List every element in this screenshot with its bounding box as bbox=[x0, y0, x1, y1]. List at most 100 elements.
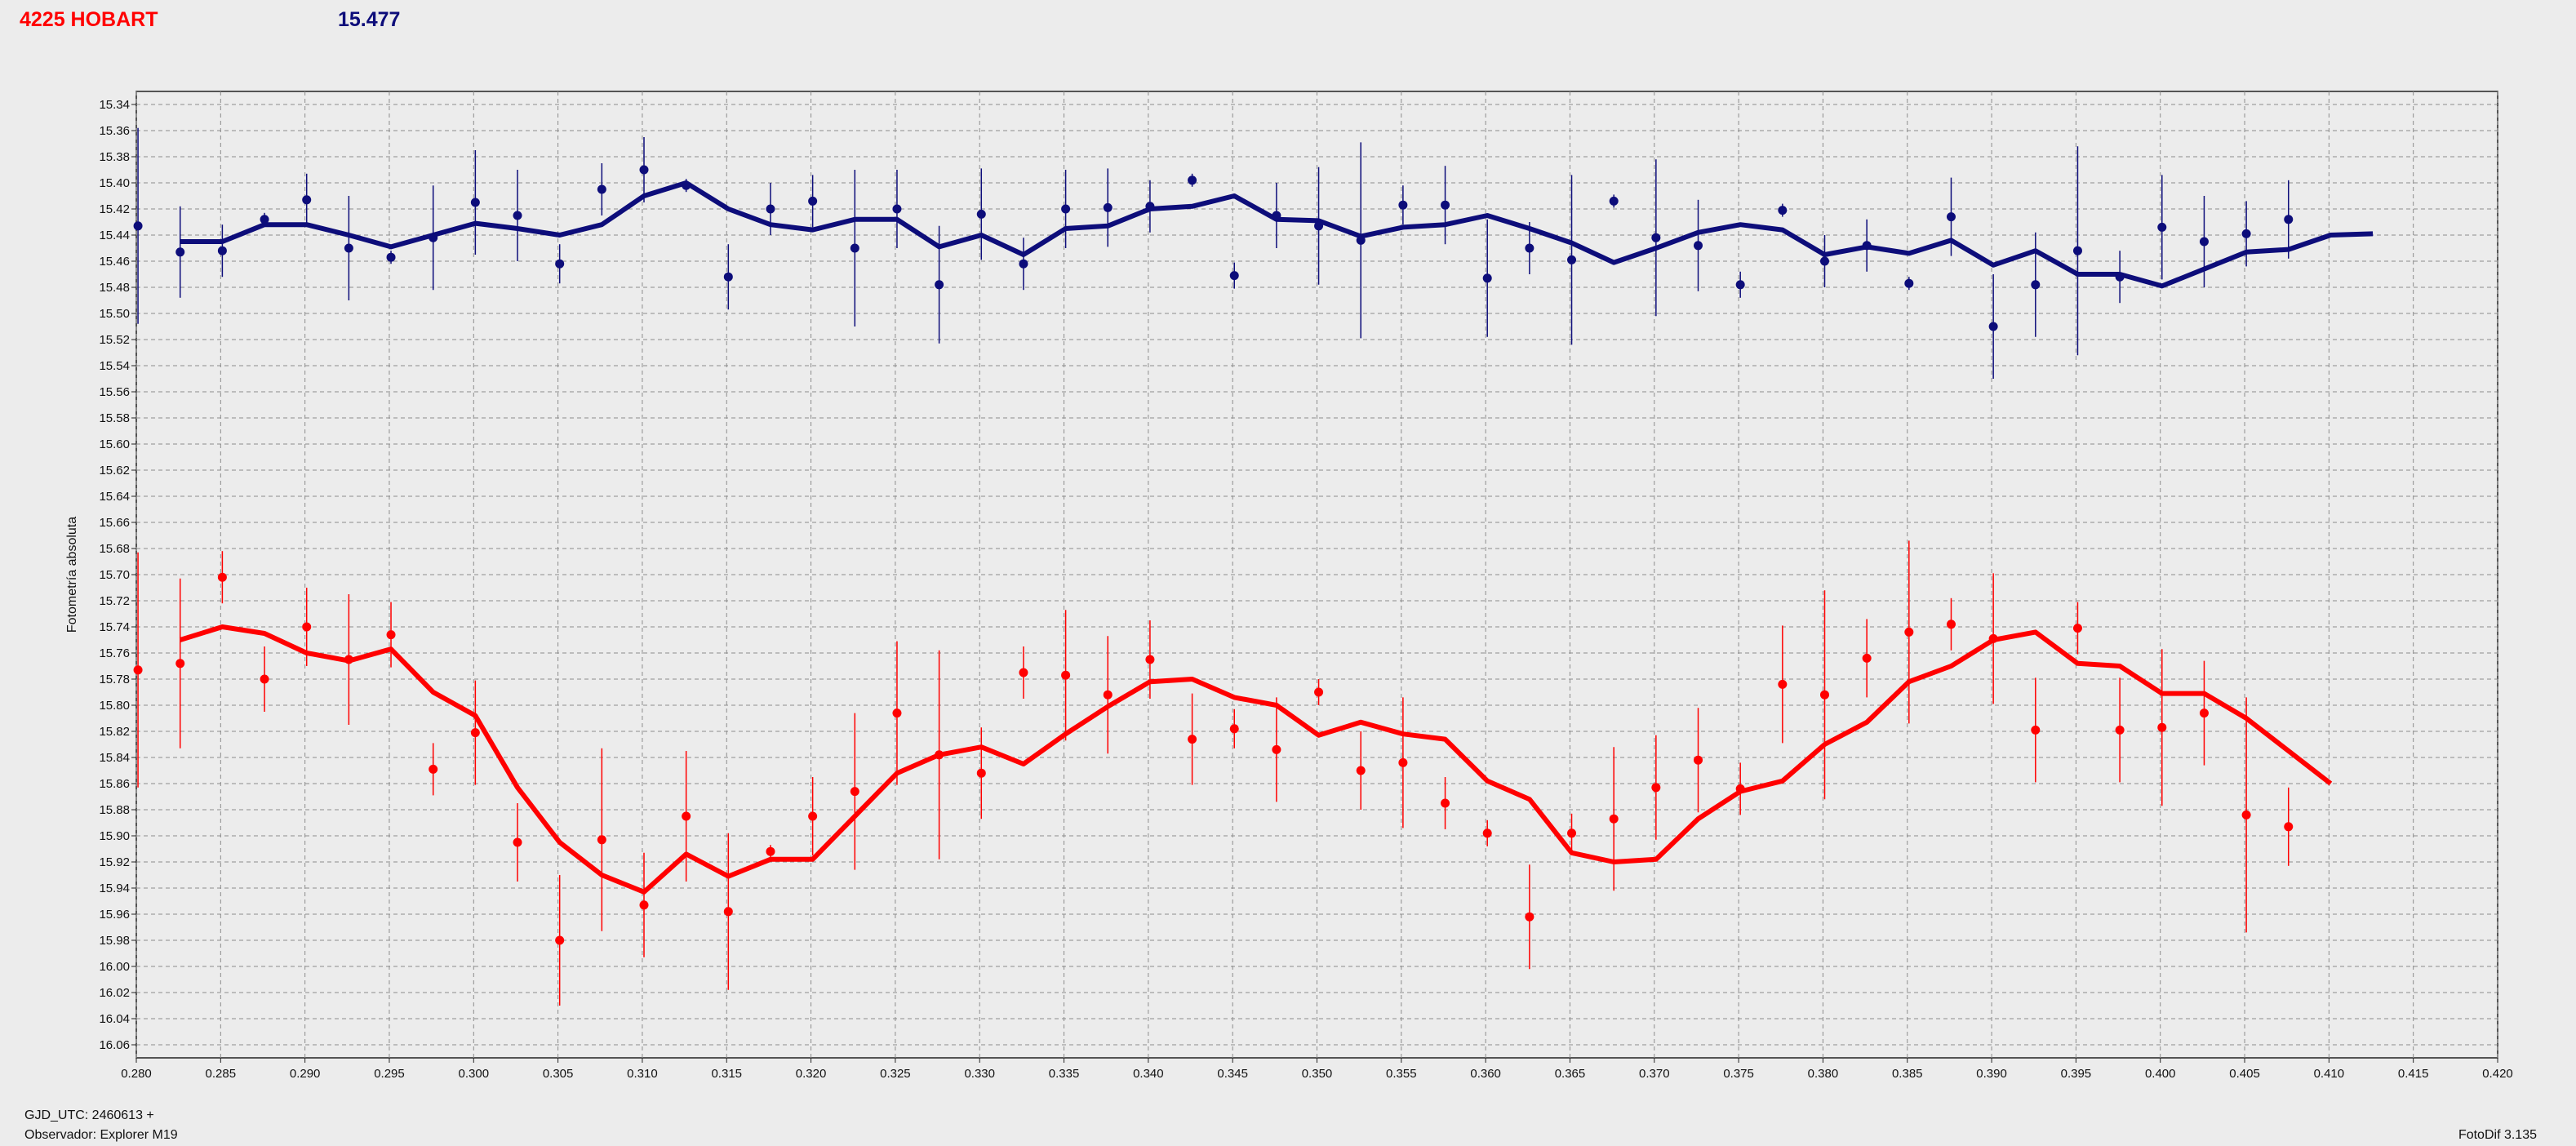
data-point bbox=[1904, 627, 1914, 637]
y-tick-label: 15.46 bbox=[99, 255, 130, 269]
data-point bbox=[1988, 633, 1998, 643]
data-point bbox=[1651, 233, 1661, 242]
data-point bbox=[850, 787, 859, 797]
x-tick-label: 0.330 bbox=[964, 1067, 995, 1081]
y-tick-label: 15.96 bbox=[99, 908, 130, 922]
data-point bbox=[555, 259, 565, 269]
x-tick-label: 0.370 bbox=[1639, 1067, 1670, 1081]
data-point bbox=[976, 768, 986, 778]
x-tick-label: 0.415 bbox=[2398, 1067, 2429, 1081]
data-point bbox=[344, 243, 353, 253]
y-tick-label: 15.94 bbox=[99, 882, 130, 895]
x-tick-label: 0.315 bbox=[711, 1067, 742, 1081]
data-point bbox=[1988, 322, 1998, 331]
y-tick-label: 15.42 bbox=[99, 202, 130, 216]
data-point bbox=[639, 900, 649, 910]
data-point bbox=[260, 215, 269, 224]
data-point bbox=[597, 835, 606, 845]
data-point bbox=[1229, 271, 1239, 281]
y-tick-label: 15.98 bbox=[99, 934, 130, 948]
data-point bbox=[1946, 620, 1956, 629]
observer-label: Observador: Explorer M19 bbox=[24, 1128, 178, 1142]
mean-magnitude-value: 15.477 bbox=[338, 8, 401, 31]
y-tick-label: 15.34 bbox=[99, 98, 130, 112]
y-tick-label: 15.70 bbox=[99, 568, 130, 582]
data-point bbox=[2157, 222, 2167, 232]
data-point bbox=[1482, 273, 1492, 283]
data-point bbox=[260, 674, 269, 684]
x-tick-label: 0.280 bbox=[121, 1067, 152, 1081]
data-point bbox=[723, 272, 733, 282]
data-point bbox=[1609, 814, 1619, 824]
data-point bbox=[1188, 175, 1197, 185]
data-point bbox=[344, 655, 353, 664]
data-point bbox=[935, 750, 944, 760]
data-point bbox=[1019, 259, 1028, 269]
x-tick-label: 0.395 bbox=[2061, 1067, 2092, 1081]
data-point bbox=[1103, 202, 1113, 212]
data-point bbox=[1819, 690, 1829, 700]
x-tick-label: 0.295 bbox=[374, 1067, 405, 1081]
data-point bbox=[1398, 200, 1408, 210]
data-point bbox=[513, 211, 522, 220]
data-point bbox=[1061, 670, 1071, 680]
y-tick-label: 15.64 bbox=[99, 490, 130, 504]
data-point bbox=[2115, 725, 2125, 735]
y-tick-label: 16.00 bbox=[99, 960, 130, 974]
data-point bbox=[1482, 828, 1492, 838]
y-tick-label: 15.92 bbox=[99, 855, 130, 869]
y-axis-label: Fotometría absoluta bbox=[65, 517, 79, 633]
y-tick-label: 15.74 bbox=[99, 620, 130, 634]
data-point bbox=[429, 764, 438, 774]
x-tick-label: 0.320 bbox=[796, 1067, 827, 1081]
data-point bbox=[1272, 211, 1281, 220]
data-point bbox=[1145, 202, 1155, 211]
data-point bbox=[302, 622, 312, 632]
data-point bbox=[808, 196, 818, 206]
y-tick-label: 15.60 bbox=[99, 438, 130, 451]
plot-area bbox=[135, 91, 2498, 1059]
data-point bbox=[555, 935, 565, 945]
data-point bbox=[766, 846, 775, 856]
chart-title: 4225 HOBART bbox=[20, 8, 158, 31]
y-axis-ticks: 15.34 15.36 15.38 15.40 15.42 15.44 15.46 15.48… bbox=[99, 98, 136, 1052]
data-point bbox=[1441, 798, 1450, 808]
data-point bbox=[2284, 215, 2294, 224]
data-point bbox=[1694, 241, 1703, 251]
x-tick-label: 0.290 bbox=[290, 1067, 321, 1081]
data-point bbox=[976, 209, 986, 219]
data-point bbox=[175, 659, 185, 668]
data-point bbox=[850, 243, 859, 253]
x-axis-ticks: 0.280 0.285 0.290 0.295 0.300 0.305 0.310 0.315… bbox=[121, 1058, 2513, 1081]
data-point bbox=[1229, 724, 1239, 734]
x-tick-label: 0.420 bbox=[2482, 1067, 2513, 1081]
data-point bbox=[217, 572, 227, 582]
data-point bbox=[1946, 212, 1956, 222]
x-tick-label: 0.365 bbox=[1555, 1067, 1586, 1081]
y-tick-label: 15.82 bbox=[99, 725, 130, 739]
x-tick-label: 0.375 bbox=[1723, 1067, 1754, 1081]
software-version: FotoDif 3.135 bbox=[2458, 1128, 2537, 1142]
x-tick-label: 0.390 bbox=[1976, 1067, 2007, 1081]
y-tick-label: 16.04 bbox=[99, 1012, 130, 1026]
data-point bbox=[217, 246, 227, 255]
data-point bbox=[1567, 255, 1577, 264]
data-point bbox=[1778, 206, 1788, 215]
y-tick-label: 15.72 bbox=[99, 594, 130, 608]
data-point bbox=[175, 247, 185, 257]
y-tick-label: 15.44 bbox=[99, 229, 130, 242]
x-tick-label: 0.410 bbox=[2314, 1067, 2345, 1081]
y-tick-label: 15.62 bbox=[99, 464, 130, 478]
y-tick-label: 15.52 bbox=[99, 333, 130, 347]
data-point bbox=[1356, 235, 1366, 245]
data-point bbox=[1145, 655, 1155, 664]
data-point bbox=[723, 907, 733, 917]
data-point bbox=[682, 180, 691, 190]
x-tick-label: 0.405 bbox=[2229, 1067, 2260, 1081]
data-point bbox=[2284, 822, 2294, 832]
data-point bbox=[892, 204, 902, 214]
data-point bbox=[1862, 653, 1872, 663]
data-point bbox=[133, 221, 143, 231]
data-point bbox=[892, 708, 902, 718]
